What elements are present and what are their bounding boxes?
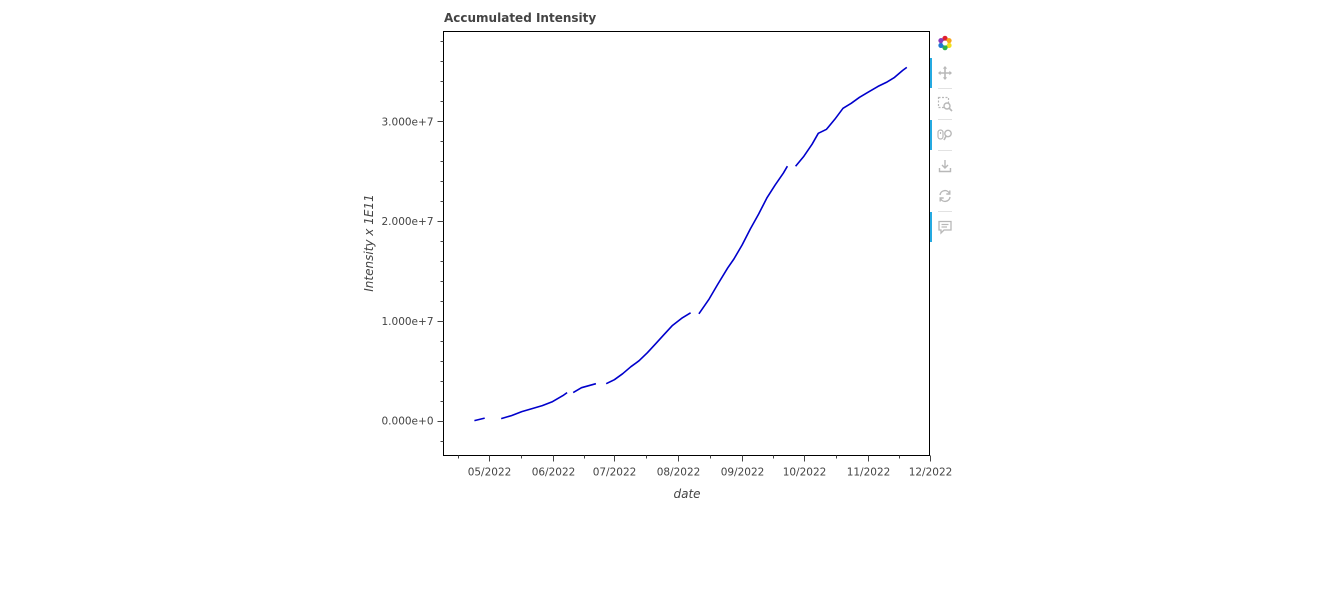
series-line-segment (474, 417, 485, 422)
bokeh-logo-icon (938, 35, 952, 51)
y-tick-label: 0.000e+0 (382, 416, 434, 428)
y-tick-label: 2.000e+7 (382, 216, 434, 228)
toolbar-divider (938, 88, 952, 89)
hover-tool-button[interactable] (930, 212, 960, 242)
wheel-zoom-tool-button[interactable] (930, 120, 960, 150)
x-axis-title: date (673, 487, 700, 501)
hover-icon (938, 220, 952, 235)
reset-tool-button[interactable] (930, 181, 960, 211)
toolbar-divider (938, 119, 952, 120)
x-tick-label: 07/2022 (593, 467, 637, 479)
x-tick-label: 06/2022 (532, 467, 576, 479)
series-line-segment (605, 312, 692, 385)
series-line-segment (572, 382, 597, 394)
box-zoom-icon (937, 96, 953, 112)
series-line-segment (500, 391, 568, 420)
save-tool-button[interactable] (930, 151, 960, 181)
plot-frame (443, 31, 930, 456)
series-line-segment (794, 66, 908, 167)
pan-tool-button[interactable] (930, 58, 960, 88)
wheel-zoom-icon (937, 129, 952, 141)
series-line-segment (698, 165, 789, 315)
bokeh-logo-button[interactable] (930, 28, 960, 58)
pan-icon (938, 66, 952, 80)
x-tick-label: 10/2022 (783, 467, 827, 479)
y-axis-title: Intensity x 1E11 (362, 194, 376, 291)
toolbar-divider (938, 211, 952, 212)
x-tick-label: 08/2022 (657, 467, 701, 479)
chart-title: Accumulated Intensity (444, 11, 596, 25)
box-zoom-tool-button[interactable] (930, 89, 960, 119)
y-axis: 0.000e+0 1.000e+7 2.000e+7 3.000e+7 (382, 41, 444, 442)
x-tick-label: 11/2022 (847, 467, 891, 479)
x-tick-label: 09/2022 (721, 467, 765, 479)
reset-icon (939, 189, 951, 203)
y-tick-label: 1.000e+7 (382, 316, 434, 328)
save-icon (938, 160, 952, 173)
chart-toolbar (930, 28, 960, 242)
x-tick-label: 12/2022 (909, 467, 953, 479)
toolbar-divider (938, 150, 952, 151)
y-tick-label: 3.000e+7 (382, 116, 434, 128)
series-layer (474, 66, 908, 422)
x-axis: 05/2022 06/2022 07/2022 08/2022 09/2022 10/20… (458, 455, 953, 479)
x-tick-label: 05/2022 (468, 467, 512, 479)
